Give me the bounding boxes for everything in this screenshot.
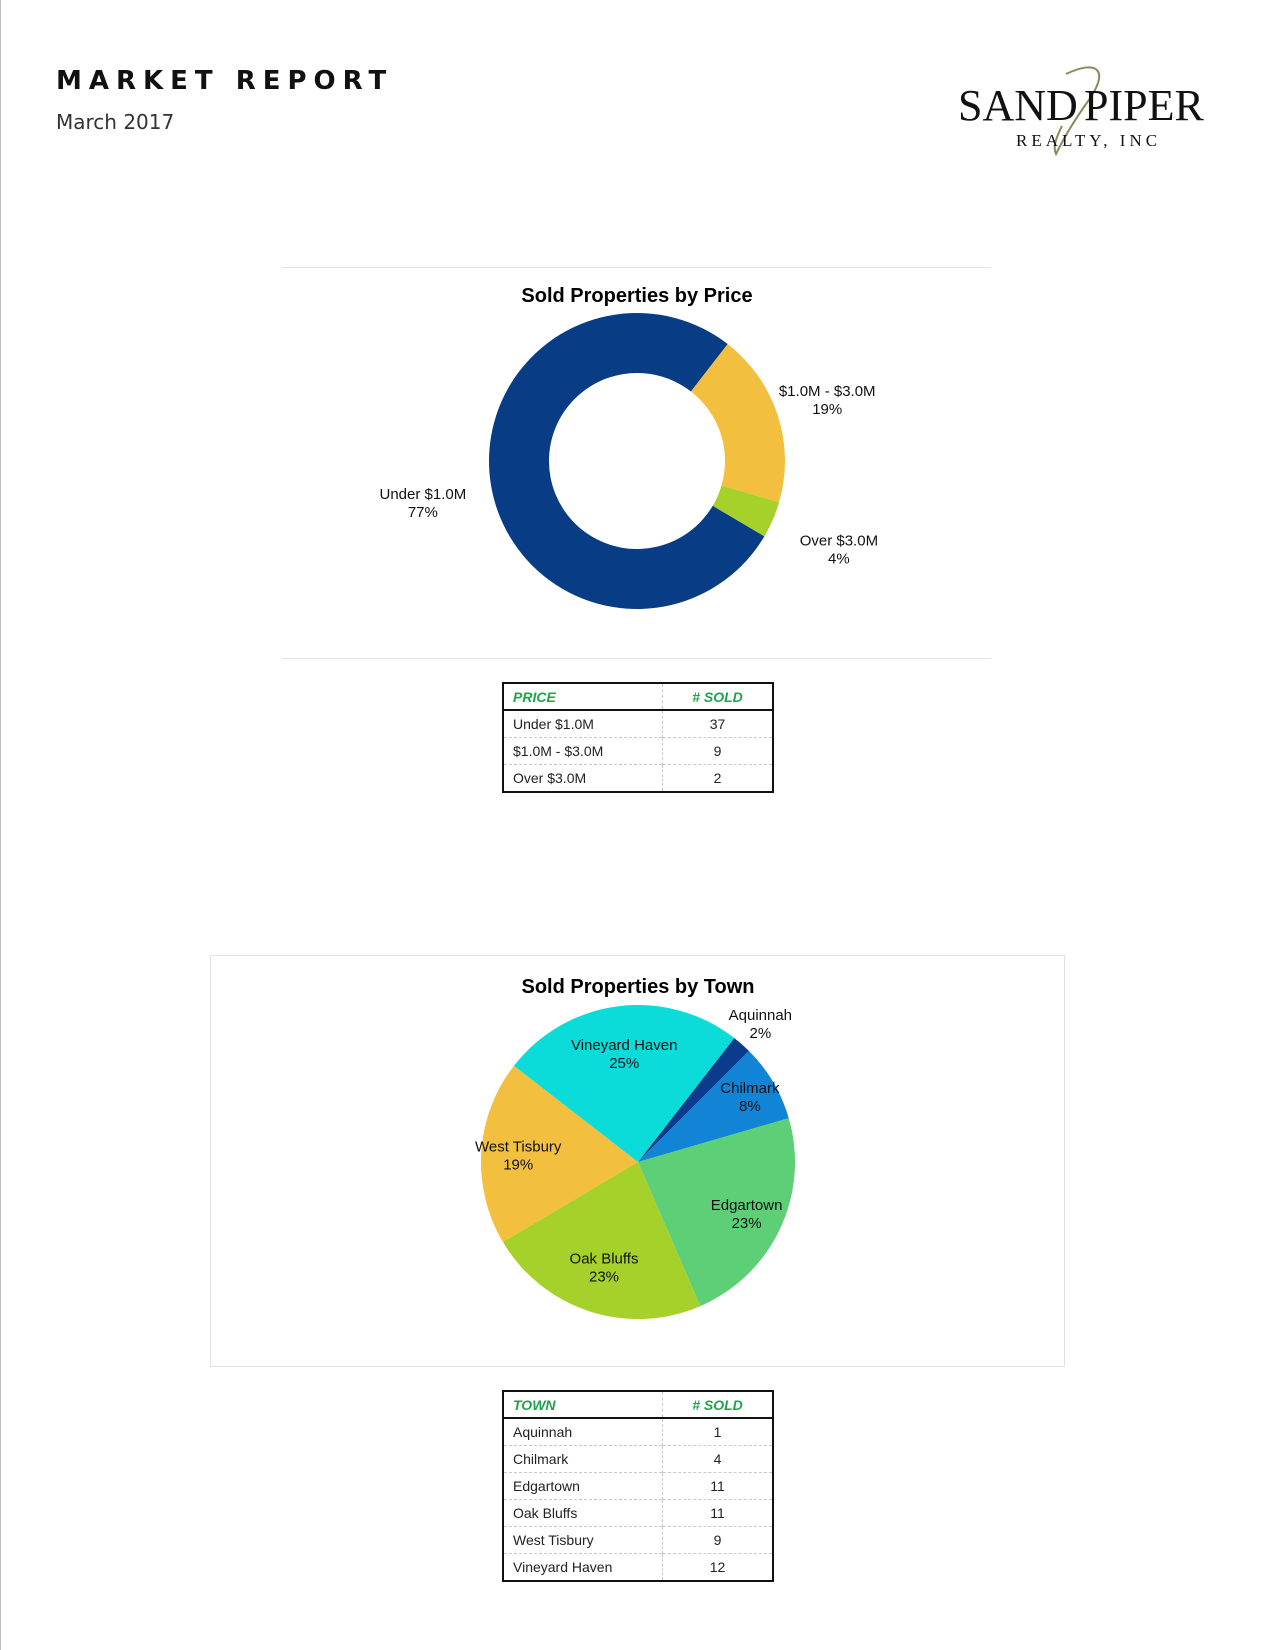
table-row: Vineyard Haven 12 <box>503 1553 773 1581</box>
label-under-1-0m: Under $1.0M <box>380 486 467 503</box>
price-col-header: PRICE <box>503 683 663 711</box>
percent-label-over-3-0m: 4% <box>828 550 850 567</box>
town-cell: Edgartown <box>503 1472 663 1500</box>
price-cell: Over $3.0M <box>503 764 663 792</box>
sold-col-header: # SOLD <box>662 1391 773 1419</box>
table-row: West Tisbury 9 <box>503 1526 773 1554</box>
label-oak-bluffs: Oak Bluffs <box>570 1251 639 1268</box>
percent-label-edgartown: 23% <box>732 1215 762 1232</box>
sold-cell: 4 <box>662 1445 773 1473</box>
price-chart-panel: Sold Properties by Price Under $1.0M 77% $… <box>282 267 991 659</box>
town-cell: Oak Bluffs <box>503 1499 663 1527</box>
percent-label-oak-bluffs: 23% <box>589 1269 619 1286</box>
sold-cell: 9 <box>662 1526 773 1554</box>
slice-oak-bluffs <box>502 1162 701 1319</box>
logo-text-piper: PIPER <box>1084 81 1204 130</box>
slice-west-tisbury <box>481 1065 638 1242</box>
slice-vineyard-haven <box>513 1005 735 1162</box>
label-chilmark: Chilmark <box>720 1080 780 1097</box>
label-over-3-0m: Over $3.0M <box>800 532 878 549</box>
report-date: March 2017 <box>56 110 175 134</box>
sold-cell: 11 <box>662 1472 773 1500</box>
price-chart-title: Sold Properties by Price <box>521 285 752 307</box>
table-row: Under $1.0M 37 <box>503 710 773 738</box>
label-edgartown: Edgartown <box>711 1197 783 1214</box>
town-chart-title: Sold Properties by Town <box>522 976 755 998</box>
percent-label-chilmark: 8% <box>739 1098 761 1115</box>
slice-chilmark <box>638 1050 789 1162</box>
sold-cell: 2 <box>662 764 773 792</box>
town-table: TOWN # SOLD Aquinnah 1 Chilmark 4 Edgart… <box>502 1390 774 1582</box>
logo-swash <box>1053 66 1101 157</box>
slice-over-3-0m <box>712 485 780 537</box>
slice-under-1-0m <box>489 313 765 609</box>
table-row: Over $3.0M 2 <box>503 764 773 792</box>
slice-1-0m-3-0m <box>690 344 785 503</box>
company-logo: SAND PIPER REALTY, INC <box>950 62 1230 162</box>
town-col-header: TOWN <box>503 1391 663 1419</box>
price-table: PRICE # SOLD Under $1.0M 37 $1.0M - $3.0… <box>502 682 774 793</box>
slice-aquinnah <box>638 1037 750 1162</box>
percent-label-aquinnah: 2% <box>749 1025 771 1042</box>
price-cell: $1.0M - $3.0M <box>503 737 663 765</box>
table-row: Edgartown 11 <box>503 1472 773 1500</box>
town-cell: Vineyard Haven <box>503 1553 663 1581</box>
price-table-header-row: PRICE # SOLD <box>503 683 773 711</box>
sold-cell: 12 <box>662 1553 773 1581</box>
table-row: Aquinnah 1 <box>503 1418 773 1446</box>
table-row: $1.0M - $3.0M 9 <box>503 737 773 765</box>
town-cell: Aquinnah <box>503 1418 663 1446</box>
percent-label-west-tisbury: 19% <box>503 1156 533 1173</box>
slice-edgartown <box>638 1118 795 1307</box>
label-aquinnah: Aquinnah <box>729 1007 792 1024</box>
town-chart-panel: Sold Properties by Town Aquinnah 2% Chilma… <box>210 955 1065 1367</box>
price-cell: Under $1.0M <box>503 710 663 738</box>
table-row: Oak Bluffs 11 <box>503 1499 773 1527</box>
logo-text-realty: REALTY, INC <box>1016 131 1161 150</box>
page-edge <box>0 0 1 1650</box>
town-cell: West Tisbury <box>503 1526 663 1554</box>
town-cell: Chilmark <box>503 1445 663 1473</box>
label-vineyard-haven: Vineyard Haven <box>571 1037 677 1054</box>
sold-cell: 11 <box>662 1499 773 1527</box>
sold-cell: 37 <box>709 716 726 732</box>
table-row: Chilmark 4 <box>503 1445 773 1473</box>
percent-label-vineyard-haven: 25% <box>609 1055 639 1072</box>
town-table-header-row: TOWN # SOLD <box>503 1391 773 1419</box>
label-1-0m-3-0m: $1.0M - $3.0M <box>779 383 876 400</box>
sold-cell: 9 <box>662 737 773 765</box>
percent-label-1-0m-3-0m: 19% <box>812 401 842 418</box>
sold-col-header: # SOLD <box>662 683 773 711</box>
label-west-tisbury: West Tisbury <box>475 1138 562 1155</box>
sold-cell: 1 <box>713 1424 722 1440</box>
report-title: MARKET REPORT <box>56 66 394 96</box>
logo-text-sand: SAND <box>958 81 1078 130</box>
percent-label-under-1-0m: 77% <box>408 504 438 521</box>
